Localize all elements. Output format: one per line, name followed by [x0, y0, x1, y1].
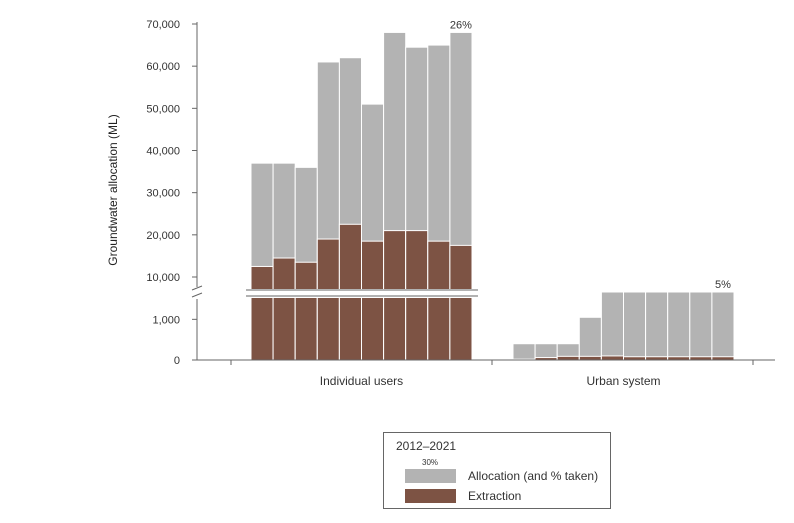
y-tick-label-20000: 20,000 [146, 230, 180, 242]
bar-extraction-individual-users-2020 [427, 240, 451, 361]
bar-extraction-individual-users-2021 [449, 244, 473, 361]
y-tick-label-40000: 40,000 [146, 146, 180, 158]
bar-allocation-urban-system-2020 [689, 291, 713, 361]
bar-allocation-urban-system-2019 [667, 291, 691, 361]
bar-allocation-urban-system-2021 [711, 291, 735, 361]
bar-extraction-individual-users-2013 [272, 257, 296, 361]
bar-allocation-urban-system-2018 [645, 291, 669, 361]
y-tick-label-60000: 60,000 [146, 61, 180, 73]
y-axis-break-mark [191, 285, 203, 298]
y-axis-label: Groundwater allocation (ML) [106, 114, 120, 265]
legend-label-allocation: Allocation (and % taken) [468, 469, 599, 483]
bar-extraction-urban-system-2015 [578, 355, 602, 361]
axes-layer [191, 22, 775, 365]
legend-sample-percent: 30% [422, 458, 439, 467]
labels-layer: 26% Individual users 5% Urban system 0 1,000 1… [146, 19, 731, 388]
bar-extraction-urban-system-2016 [600, 355, 625, 361]
annotation-individual-users: 26% [450, 19, 472, 31]
y-tick-label-10000: 10,000 [146, 272, 180, 284]
category-label-urban-system: Urban system [586, 374, 660, 388]
bar-extraction-individual-users-2012 [250, 265, 274, 361]
y-tick-label-0: 0 [174, 355, 180, 367]
bar-extraction-urban-system-2014 [556, 355, 580, 361]
groundwater-bar-chart: 26% Individual users 5% Urban system 0 1,000 1… [106, 19, 775, 388]
bar-extraction-individual-users-2014 [294, 261, 318, 361]
legend-swatch-allocation [405, 469, 456, 483]
legend-label-extraction: Extraction [468, 489, 522, 503]
bar-allocation-urban-system-2015 [578, 316, 602, 361]
annotation-urban-system: 5% [715, 279, 731, 291]
y-tick-label-1000: 1,000 [152, 314, 180, 326]
bar-allocation-urban-system-2016 [600, 291, 625, 361]
bar-allocation-urban-system-2012 [512, 343, 536, 361]
bar-extraction-individual-users-2017 [361, 240, 385, 361]
bar-extraction-individual-users-2015 [316, 238, 340, 361]
legend-title: 2012–2021 [396, 439, 457, 453]
axis-break-gap [198, 289, 488, 298]
category-label-individual-users: Individual users [320, 374, 403, 388]
legend: 2012–2021 30% Allocation (and % taken) E… [383, 432, 611, 509]
bars-layer [250, 31, 735, 361]
legend-swatch-extraction [405, 489, 456, 503]
y-tick-label-30000: 30,000 [146, 188, 180, 200]
y-tick-label-50000: 50,000 [146, 103, 180, 115]
bar-allocation-urban-system-2017 [623, 291, 647, 361]
y-tick-label-70000: 70,000 [146, 19, 180, 31]
